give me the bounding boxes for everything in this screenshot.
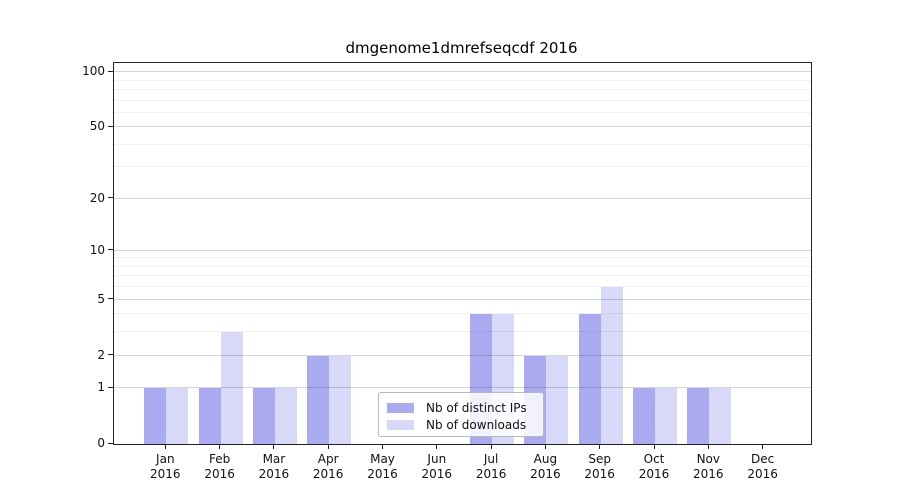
bar-sep-downloads (600, 287, 623, 444)
x-tick-label-jul: Jul 2016 (459, 452, 523, 481)
y-tick-mark-0 (108, 442, 113, 444)
x-tick-label-apr: Apr 2016 (296, 452, 360, 481)
y-tick-label-10: 10 (89, 242, 105, 257)
x-tick-label-jan: Jan 2016 (133, 452, 197, 481)
bar-oct-downloads (655, 388, 677, 444)
bar-apr-downloads (329, 355, 352, 444)
x-tick-label-may: May 2016 (351, 452, 415, 481)
x-tick-mark-oct (653, 444, 655, 449)
y-tick-mark-10 (108, 249, 113, 251)
x-tick-year: 2016 (475, 466, 507, 481)
bar-nov-downloads (709, 388, 732, 444)
x-tick-year: 2016 (421, 466, 453, 481)
bar-apr-ips (307, 355, 330, 444)
x-tick-year: 2016 (258, 466, 290, 481)
x-tick-year: 2016 (584, 466, 615, 481)
x-tick-mark-jan (164, 444, 166, 449)
legend: Nb of distinct IPs Nb of downloads (378, 392, 544, 437)
x-tick-mark-jun (436, 444, 438, 449)
bar-aug-downloads (546, 355, 569, 444)
x-tick-mark-dec (762, 444, 764, 449)
bar-oct-ips (633, 388, 655, 444)
x-tick-mark-nov (707, 444, 709, 449)
chart-title: dmgenome1dmrefseqcdf 2016 (345, 39, 578, 57)
legend-label: Nb of distinct IPs (426, 400, 527, 415)
x-tick-label-dec: Dec 2016 (731, 452, 795, 481)
bar-mar-ips (252, 388, 275, 444)
legend-entry-distinct-ips: Nb of distinct IPs (387, 399, 535, 416)
x-tick-mark-aug (544, 444, 546, 449)
legend-swatch-distinct-ips (387, 402, 414, 413)
x-tick-mark-may (382, 444, 383, 449)
x-tick-year: 2016 (693, 466, 724, 481)
legend-label: Nb of downloads (426, 417, 527, 432)
bar-mar-downloads (274, 388, 297, 444)
bar-jan-ips (144, 388, 167, 444)
x-tick-label-aug: Aug 2016 (513, 452, 577, 481)
x-tick-mark-apr (327, 444, 329, 449)
bar-jan-downloads (166, 388, 189, 444)
x-tick-mark-mar (273, 444, 275, 449)
y-tick-mark-20 (108, 197, 113, 199)
y-tick-mark-50 (108, 125, 113, 127)
y-tick-mark-2 (108, 354, 113, 355)
y-tick-mark-5 (108, 298, 113, 300)
y-tick-mark-1 (108, 386, 113, 388)
x-tick-mark-jul (490, 444, 492, 449)
x-tick-year: 2016 (747, 466, 778, 481)
y-tick-label-100: 100 (82, 64, 105, 78)
bar-feb-ips (198, 388, 221, 444)
y-tick-label-20: 20 (89, 190, 105, 205)
bars (114, 63, 811, 444)
x-tick-mark-sep (599, 444, 601, 449)
x-tick-label-feb: Feb 2016 (188, 452, 252, 481)
y-tick-label-5: 5 (97, 291, 105, 306)
x-tick-label-jun: Jun 2016 (405, 452, 469, 481)
legend-entry-downloads: Nb of downloads (387, 416, 535, 433)
x-tick-year: 2016 (367, 466, 398, 481)
x-tick-year: 2016 (530, 466, 561, 481)
y-tick-label-1: 1 (97, 380, 105, 395)
plot-area (113, 62, 812, 445)
bar-nov-ips (687, 388, 710, 444)
x-tick-year: 2016 (638, 466, 670, 481)
x-tick-label-nov: Nov 2016 (676, 452, 740, 481)
x-tick-label-oct: Oct 2016 (622, 452, 686, 481)
x-tick-label-mar: Mar 2016 (242, 452, 306, 481)
y-tick-label-0: 0 (97, 436, 105, 450)
x-tick-year: 2016 (312, 466, 344, 481)
x-tick-year: 2016 (150, 466, 181, 481)
y-tick-mark-100 (108, 70, 113, 72)
x-tick-mark-feb (219, 444, 221, 449)
bar-sep-ips (578, 314, 601, 444)
x-tick-label-sep: Sep 2016 (568, 452, 632, 481)
y-tick-label-2: 2 (97, 347, 105, 362)
x-tick-year: 2016 (204, 466, 235, 481)
y-tick-label-50: 50 (89, 119, 105, 134)
legend-swatch-downloads (387, 419, 414, 430)
bar-feb-downloads (220, 332, 243, 444)
